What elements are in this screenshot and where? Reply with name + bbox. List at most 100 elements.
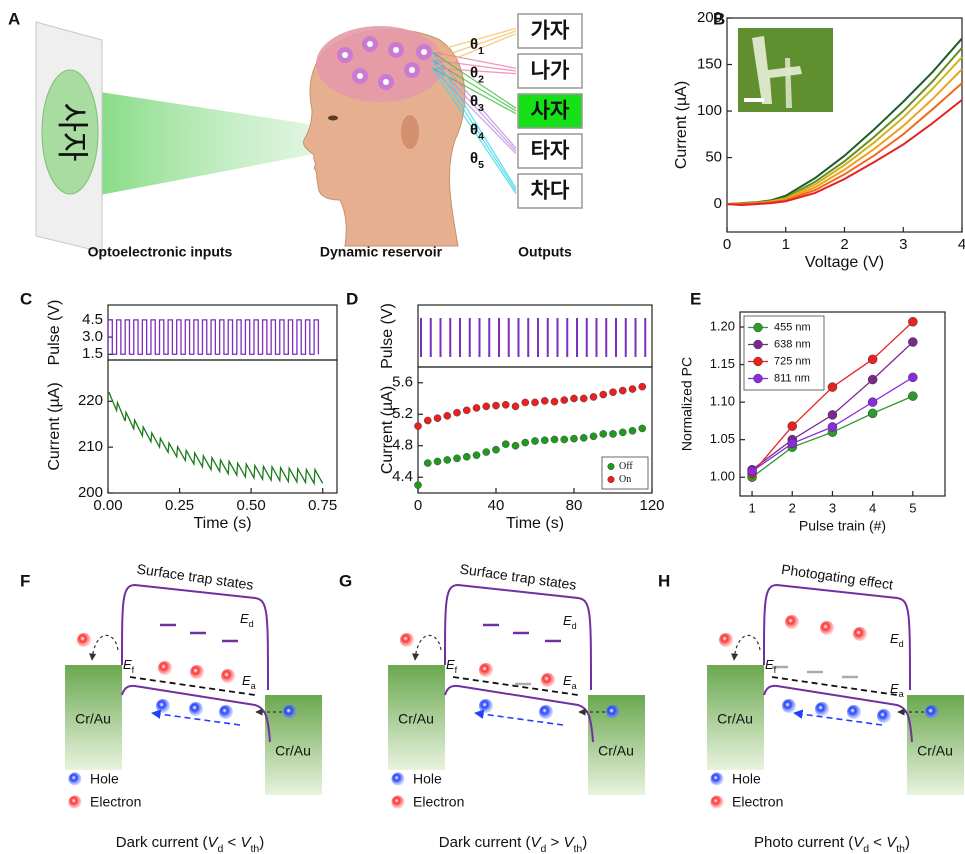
y-tick-label: 4.4 [392,468,413,485]
x-axis-label: Pulse train (#) [799,518,886,534]
x-tick-label: 2 [840,236,848,253]
legend-marker [753,322,763,333]
y-tick-label: 200 [697,9,722,26]
hole [847,705,861,719]
text-part: E [123,657,132,672]
legend-marker [753,339,763,350]
text-part: > [546,834,563,851]
conduction-band [121,583,269,691]
panel-label: G [339,571,352,590]
x-tick-label: 0.00 [93,497,122,514]
x-tick-label: 40 [488,497,505,514]
y-tick-label: 210 [78,438,103,455]
fermi-label: Ef [446,657,458,675]
text-part: th [250,843,259,854]
marker [867,354,878,365]
fermi-label: Ef [765,657,777,675]
text-part: θ [470,36,478,53]
output-box [517,173,583,209]
point [570,394,578,403]
marker [867,408,878,419]
point [511,402,520,411]
contact [65,665,122,770]
y-tick-label: 1.05 [710,431,735,446]
hole-drift [474,709,564,726]
contact-label: Cr/Au [398,711,434,727]
text-part: E [890,681,899,696]
text-part: E [240,611,249,626]
theta-label: θ3 [470,93,484,114]
input-text: 사자 [55,103,91,162]
text-part: d [540,843,546,854]
point [453,408,461,417]
point [579,434,588,442]
hole [925,705,939,719]
point [599,390,608,399]
fermi-label: Ef [123,657,135,675]
caption: Outputs [518,244,572,260]
x-tick-label: 0.75 [308,497,337,514]
text-part: E [765,657,774,672]
legend-label: 725 nm [774,355,811,367]
fan-arrow [431,51,517,109]
legend-marker [607,463,615,471]
text-part: ) [905,834,910,851]
text-part: V [207,834,219,851]
legend-electron [710,795,724,809]
fan-arrow [431,67,517,195]
point [423,459,432,467]
plot-frame [739,311,946,497]
point [414,481,422,489]
text-part: E [890,631,899,646]
y-tick-label: 5.2 [392,405,413,422]
text-part: Dark current ( [439,834,531,851]
point [560,396,569,404]
electron [190,665,204,679]
x-tick-label: 0.25 [165,497,194,514]
theta-label: θ1 [470,36,484,57]
text-part: d [863,843,869,854]
x-tick-label: 0.50 [237,497,266,514]
output-box [517,93,583,129]
y-tick-label: 0 [714,195,722,212]
hole [156,699,170,713]
x-tick-label: 1 [748,500,755,515]
y-tick-label: 1.5 [82,345,103,362]
text-part: V [563,834,575,851]
caption: Dark current (Vd < Vth) [116,834,264,854]
text-part: a [899,689,905,699]
panel-label: H [658,571,670,590]
point [492,445,500,454]
text-part: ) [582,834,587,851]
text-part: < [223,834,240,851]
theta-label: θ4 [470,121,484,142]
marker [908,372,918,383]
y-tick-label: 1.00 [710,469,735,484]
contact-label: Cr/Au [75,711,111,727]
output-label: 나가 [531,60,570,83]
legend-marker [607,476,615,484]
legend-label: Off [619,461,633,472]
point [628,426,637,435]
y-tick-label: 1.15 [710,356,735,371]
electron [77,633,91,647]
point [540,436,549,445]
marker [908,317,918,327]
y-tick-label: 4.5 [82,311,103,328]
y-tick-label: 1.10 [710,394,735,409]
marker [867,374,878,385]
output-box [517,13,583,49]
point [521,398,530,407]
point [550,397,559,406]
output-label: 가자 [531,20,570,43]
conduction-band [444,583,592,691]
x-tick-label: 4 [869,500,876,515]
marker [747,466,757,476]
legend-electron [391,795,405,809]
text-part: V [240,834,252,851]
y-axis-label: Pulse (V) [46,300,63,366]
hole [539,705,553,719]
fan-arrow [431,51,517,69]
marker [908,337,918,347]
marker [787,421,798,431]
